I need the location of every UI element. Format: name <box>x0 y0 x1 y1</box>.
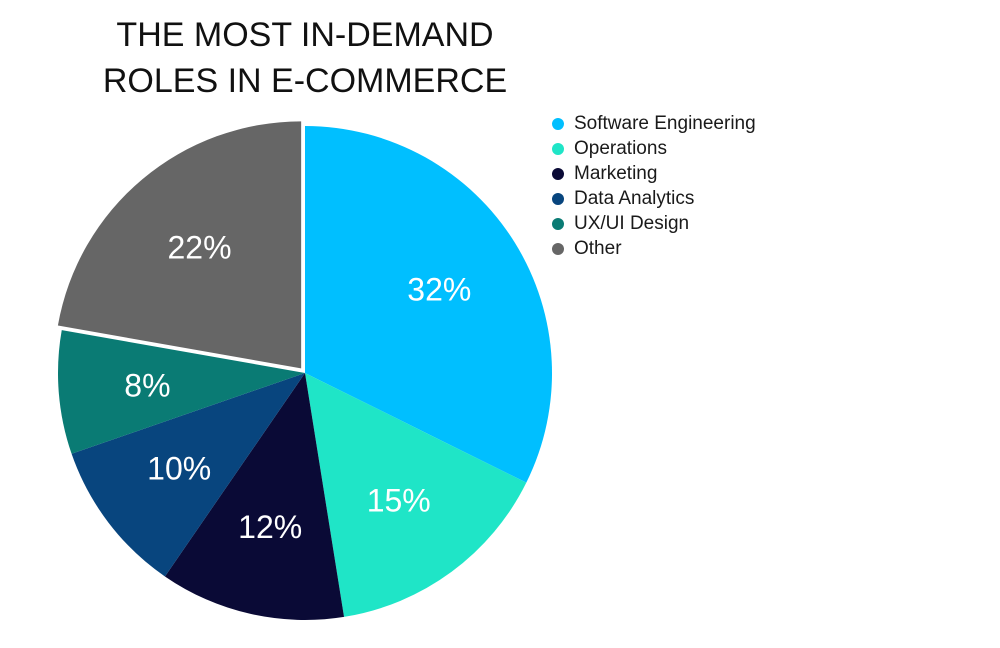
legend-item-other: Other <box>552 236 756 261</box>
legend-item-software-engineering: Software Engineering <box>552 111 756 136</box>
legend-label: Data Analytics <box>574 187 695 209</box>
legend-swatch <box>552 142 564 155</box>
slice-label-data-analytics: 10% <box>147 451 211 487</box>
legend-label: Marketing <box>574 162 658 184</box>
slice-label-ux-ui-design: 8% <box>124 368 170 404</box>
pie-slice-marketing <box>164 373 345 620</box>
chart-legend: Software Engineering Operations Marketin… <box>552 111 756 261</box>
chart-title-line-2: ROLES IN E-COMMERCE <box>102 62 508 100</box>
slice-label-marketing: 12% <box>238 509 302 545</box>
chart-title-line-1: THE MOST IN-DEMAND <box>116 16 494 54</box>
pie-slice-software-engineering <box>305 126 552 483</box>
legend-label: Software Engineering <box>574 112 756 134</box>
legend-item-data-analytics: Data Analytics <box>552 186 756 211</box>
pie-slice-operations <box>305 373 527 617</box>
legend-item-ux-ui-design: UX/UI Design <box>552 211 756 236</box>
pie-slice-other <box>57 121 302 369</box>
chart-title: THE MOST IN-DEMAND ROLES IN E-COMMERCE <box>60 12 550 104</box>
legend-label: Operations <box>574 137 667 159</box>
legend-swatch <box>552 167 564 180</box>
slice-label-operations: 15% <box>367 482 431 518</box>
legend-label: UX/UI Design <box>574 212 690 234</box>
slice-label-other: 22% <box>168 229 232 265</box>
pie-slice-data-analytics <box>71 373 305 577</box>
legend-swatch <box>552 192 564 205</box>
slice-label-software-engineering: 32% <box>407 272 471 308</box>
legend-swatch <box>552 117 564 130</box>
legend-item-operations: Operations <box>552 136 756 161</box>
legend-swatch <box>552 217 564 230</box>
legend-label: Other <box>574 237 622 259</box>
legend-item-marketing: Marketing <box>552 161 756 186</box>
legend-swatch <box>552 242 564 255</box>
pie-slice-ux-ui-design <box>57 330 306 454</box>
